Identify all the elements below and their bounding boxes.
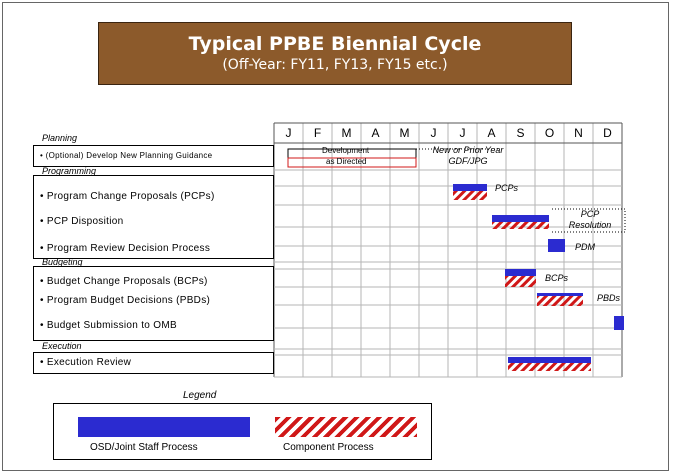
section-label-budgeting: Budgeting (42, 257, 83, 267)
month-label: F (313, 126, 322, 140)
month-label: J (430, 126, 437, 140)
month-label: M (399, 126, 410, 140)
annotation-new-prior-year-line1: New or Prior Year (432, 145, 504, 155)
bar-execution-review-component (508, 363, 591, 371)
section-label-programming: Programming (42, 166, 97, 176)
task-budget-submission-omb: • Budget Submission to OMB (40, 320, 177, 331)
legend-title: Legend (183, 390, 217, 401)
planning-as-directed-box (287, 157, 417, 168)
annotation-pcp-resolution-line2: Resolution (568, 220, 612, 230)
legend-component-label: Component Process (283, 442, 374, 453)
title-banner: Typical PPBE Biennial Cycle (Off-Year: F… (98, 22, 572, 85)
annotation-new-prior-year-line2: GDF/JPG (448, 156, 488, 166)
task-budget-change-proposals: • Budget Change Proposals (BCPs) (40, 276, 208, 287)
page-subtitle: (Off-Year: FY11, FY13, FY15 etc.) (222, 57, 448, 73)
budgeting-task-box (33, 266, 274, 341)
programming-task-box (33, 175, 274, 259)
month-label: J (459, 126, 466, 140)
task-program-budget-decisions: • Program Budget Decisions (PBDs) (40, 295, 211, 306)
pcp-resolution-bracket (552, 208, 626, 233)
bar-pcps-osd (453, 184, 487, 191)
annotation-pbds: PBDs (597, 293, 621, 303)
month-label: S (516, 126, 525, 140)
task-program-review-decision: • Program Review Decision Process (40, 243, 211, 254)
task-execution-review: • Execution Review (40, 357, 132, 368)
annotation-development: Development (322, 146, 370, 155)
slide-frame (2, 2, 669, 471)
annotation-pcps: PCPs (495, 183, 519, 193)
bar-pbds-component (537, 296, 583, 306)
bar-pcp-disposition-osd (492, 215, 549, 222)
annotation-new-prior-year: New or Prior Year GDF/JPG (420, 145, 516, 167)
month-label: N (574, 126, 583, 140)
bar-bcps-osd (505, 269, 536, 276)
bar-bcps-component (505, 276, 536, 287)
section-label-planning: Planning (42, 133, 78, 143)
legend-osd-label: OSD/Joint Staff Process (90, 442, 198, 453)
legend-component-swatch (275, 417, 417, 437)
bar-execution-review-osd (508, 357, 591, 363)
bar-budget-submission-osd (614, 316, 624, 330)
execution-task-box (33, 352, 274, 374)
bar-pbds-osd (537, 293, 583, 296)
legend-box (53, 403, 432, 460)
month-label: J (285, 126, 292, 140)
task-develop-planning-guidance: • (Optional) Develop New Planning Guidan… (40, 151, 213, 160)
annotation-pdm: PDM (575, 242, 595, 252)
month-label: O (544, 126, 555, 140)
month-label: A (371, 126, 380, 140)
legend-osd-swatch (78, 417, 250, 437)
month-label: A (487, 126, 496, 140)
annotation-as-directed: as Directed (326, 157, 367, 166)
bar-pcp-disposition-component (492, 222, 549, 229)
planning-task-box (33, 145, 274, 167)
task-pcp-disposition: • PCP Disposition (40, 216, 124, 227)
page-title: Typical PPBE Biennial Cycle (188, 33, 482, 55)
month-label: D (603, 126, 612, 140)
month-label: M (341, 126, 352, 140)
annotation-pcp-resolution: PCP Resolution (560, 209, 620, 231)
gantt-bars (287, 148, 626, 371)
task-program-change-proposals: • Program Change Proposals (PCPs) (40, 191, 215, 202)
section-label-execution: Execution (42, 341, 82, 351)
annotation-pcp-resolution-line1: PCP (580, 209, 600, 219)
bar-pdm-osd (548, 239, 565, 252)
bar-pcps-component (453, 191, 487, 200)
annotation-bcps: BCPs (545, 273, 569, 283)
